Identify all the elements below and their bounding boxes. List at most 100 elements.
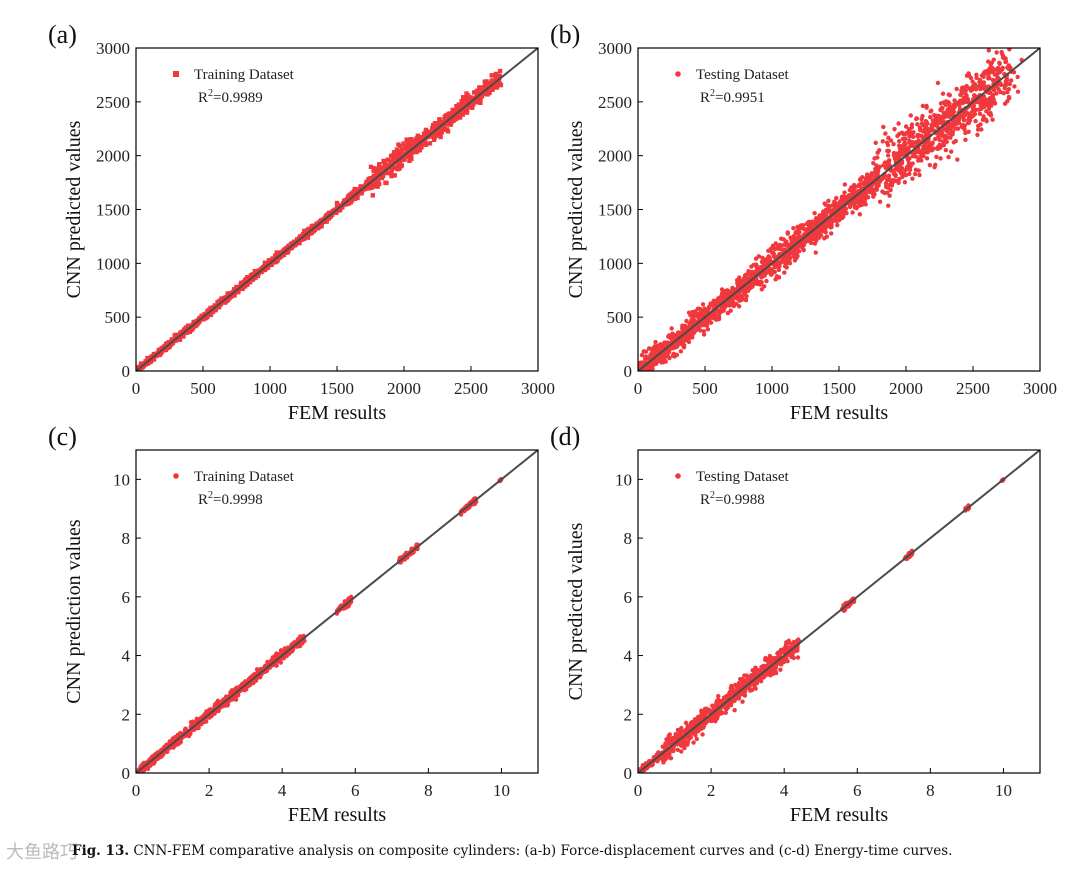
- x-tick-label: 2500: [454, 379, 488, 398]
- data-point: [430, 133, 436, 138]
- data-point: [679, 749, 684, 754]
- data-point: [391, 152, 396, 158]
- data-point: [252, 268, 258, 274]
- data-point: [404, 137, 409, 142]
- data-point: [777, 242, 783, 248]
- data-point: [928, 114, 933, 120]
- data-point: [975, 127, 981, 132]
- data-point: [929, 142, 934, 147]
- data-point: [188, 720, 194, 725]
- data-point: [987, 66, 992, 71]
- data-point: [986, 71, 992, 76]
- data-point: [785, 230, 790, 235]
- data-point: [359, 191, 364, 196]
- data-point: [960, 100, 965, 106]
- data-point: [920, 113, 925, 119]
- x-tick-label: 8: [424, 781, 433, 800]
- data-point: [966, 99, 971, 105]
- data-point: [737, 676, 743, 682]
- data-point: [419, 134, 425, 140]
- data-point: [690, 315, 696, 321]
- data-point: [783, 240, 788, 245]
- data-point: [913, 140, 919, 145]
- data-point: [977, 79, 982, 85]
- data-point: [239, 280, 244, 286]
- data-point: [814, 233, 819, 239]
- data-point: [741, 291, 747, 297]
- x-tick-label: 500: [692, 379, 718, 398]
- data-point: [167, 340, 172, 345]
- x-tick-label: 1500: [320, 379, 354, 398]
- data-point: [686, 310, 692, 315]
- data-point: [939, 105, 944, 111]
- data-point: [897, 131, 902, 137]
- data-point: [807, 239, 812, 244]
- data-point: [896, 139, 902, 144]
- data-point: [639, 352, 645, 358]
- data-point: [956, 100, 961, 105]
- data-point: [839, 215, 845, 221]
- data-point: [989, 103, 994, 108]
- data-point: [826, 207, 832, 212]
- data-point: [776, 267, 782, 273]
- data-point: [392, 173, 397, 178]
- data-point: [725, 310, 731, 316]
- y-tick-label: 500: [105, 308, 131, 327]
- data-point: [760, 255, 765, 261]
- data-point: [813, 250, 818, 255]
- data-point: [998, 89, 1003, 95]
- data-point: [874, 184, 880, 190]
- x-tick-label: 0: [132, 379, 141, 398]
- data-point: [791, 225, 796, 231]
- x-tick-label: 500: [190, 379, 216, 398]
- data-point: [919, 121, 925, 126]
- data-point: [398, 154, 403, 159]
- data-point: [885, 153, 891, 158]
- data-point: [962, 96, 967, 101]
- data-point: [879, 176, 885, 182]
- data-point: [868, 173, 873, 178]
- data-point: [963, 137, 968, 143]
- data-point: [910, 139, 915, 145]
- data-point: [1015, 89, 1021, 94]
- data-point: [991, 88, 997, 93]
- data-point: [430, 123, 436, 128]
- data-point: [701, 332, 707, 337]
- data-point: [448, 119, 453, 125]
- x-tick-label: 0: [634, 379, 643, 398]
- data-point: [864, 189, 870, 194]
- data-point: [871, 161, 876, 166]
- data-point: [1002, 86, 1007, 91]
- data-point: [764, 278, 769, 284]
- data-point: [896, 121, 901, 126]
- data-point: [914, 116, 919, 121]
- data-point: [436, 129, 441, 134]
- data-point: [442, 117, 447, 122]
- data-point: [138, 361, 144, 366]
- y-tick-label: 10: [113, 470, 130, 489]
- data-point: [1006, 86, 1012, 92]
- data-point: [938, 101, 944, 106]
- data-point: [773, 277, 778, 282]
- data-point: [678, 349, 684, 354]
- data-point: [414, 149, 419, 155]
- data-point: [898, 171, 904, 176]
- data-point: [872, 174, 877, 179]
- legend-label: Training Dataset: [194, 67, 295, 83]
- data-point: [719, 309, 724, 314]
- data-point: [911, 151, 917, 156]
- data-point: [222, 296, 227, 301]
- data-point: [884, 177, 890, 183]
- data-point: [835, 222, 840, 228]
- data-point: [478, 96, 483, 101]
- data-point: [369, 185, 374, 190]
- data-point: [897, 150, 902, 156]
- data-point: [743, 296, 748, 302]
- data-point: [782, 270, 787, 275]
- data-point: [223, 299, 228, 305]
- data-point: [983, 97, 989, 102]
- data-point: [423, 142, 429, 147]
- data-point: [1005, 98, 1010, 104]
- data-point: [474, 99, 479, 105]
- data-point: [762, 284, 767, 289]
